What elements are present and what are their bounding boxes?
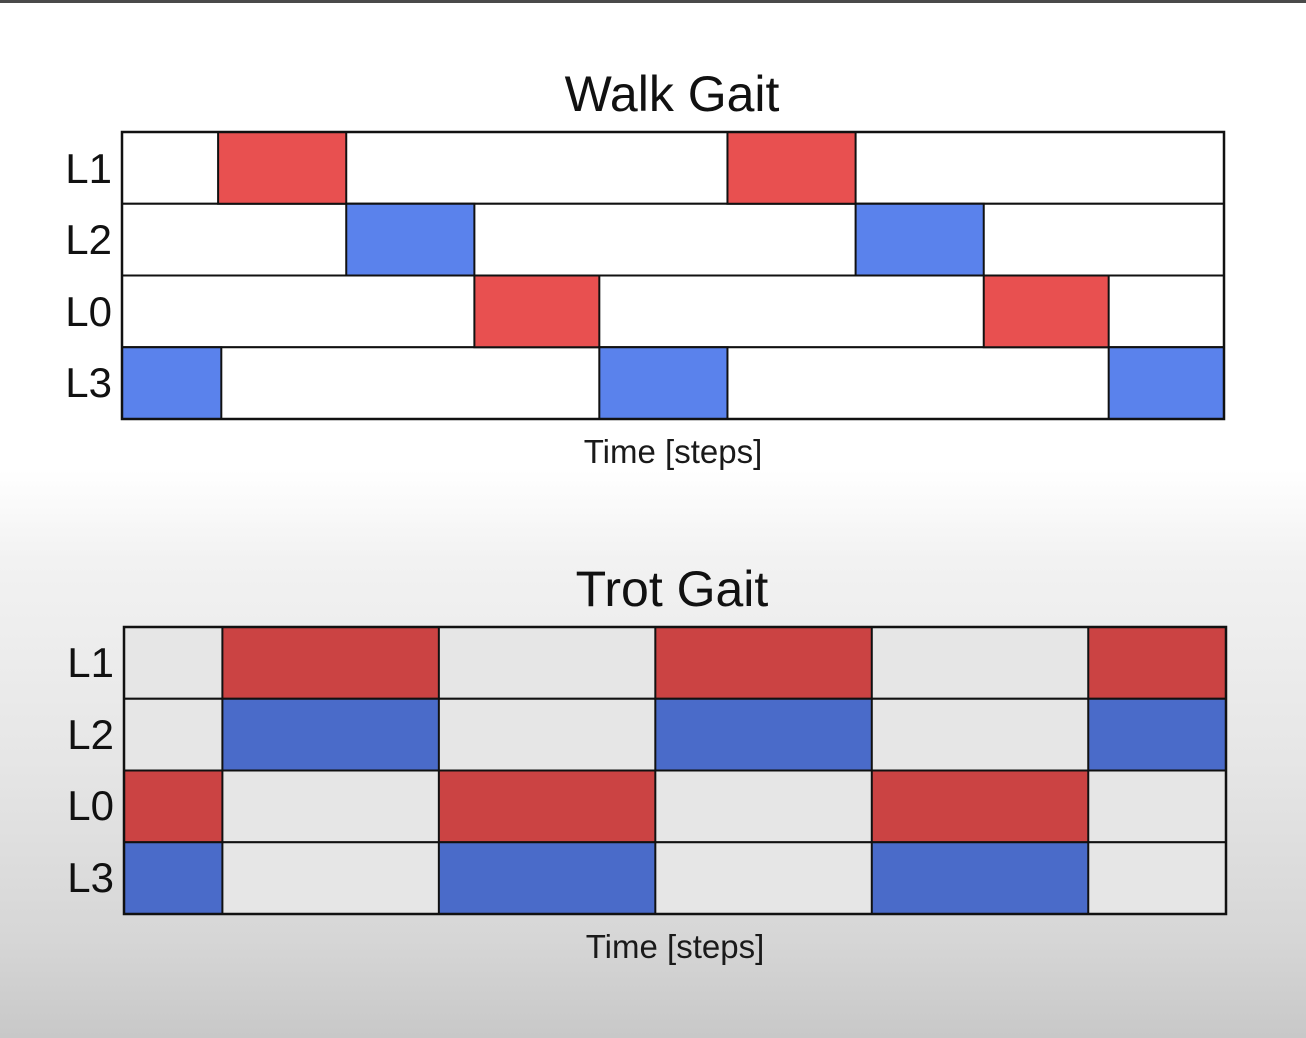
trot-segment-l3-10 (437, 841, 657, 915)
walk-chart-title: Walk Gait (565, 66, 780, 122)
walk-plot-area (120, 130, 1226, 421)
walk-row-label-l3: L3 (65, 359, 112, 406)
walk-segment-l3-7 (598, 346, 729, 420)
walk-segment-l0-5 (982, 274, 1110, 349)
walk-row-l2-background (121, 202, 1225, 277)
trot-gait-chart: Trot Gait L1 L2 L0 L3 Time [steps] (67, 561, 1228, 965)
walk-row-label-l0: L0 (65, 288, 112, 335)
walk-segment-l1-1 (726, 131, 857, 205)
walk-segment-l2-2 (345, 202, 476, 277)
trot-plot-area (122, 625, 1228, 916)
trot-segment-l1-0 (221, 626, 440, 700)
trot-row-label-l2: L2 (67, 711, 114, 758)
trot-row-label-l3: L3 (67, 854, 114, 901)
top-border (0, 0, 1306, 3)
trot-segment-l3-11 (870, 841, 1090, 915)
trot-segment-l1-2 (1087, 626, 1227, 700)
walk-x-axis-label: Time [steps] (584, 433, 763, 470)
walk-row-label-l2: L2 (65, 216, 112, 263)
trot-segment-l3-9 (123, 841, 224, 915)
walk-gait-chart: Walk Gait L1 L2 L0 L3 Time [steps] (65, 66, 1226, 470)
trot-row-label-l0: L0 (67, 782, 114, 829)
walk-segment-l2-3 (854, 202, 985, 277)
walk-segment-l1-0 (217, 131, 348, 205)
trot-segment-l0-6 (123, 769, 224, 844)
walk-segment-l3-8 (1107, 346, 1226, 420)
trot-segment-l1-1 (654, 626, 873, 700)
trot-segment-l2-3 (221, 697, 440, 772)
trot-row-label-l1: L1 (67, 639, 114, 686)
trot-segment-l0-8 (870, 769, 1090, 844)
trot-x-axis-label: Time [steps] (586, 928, 765, 965)
trot-chart-title: Trot Gait (576, 561, 769, 617)
walk-plot-frame (120, 130, 1226, 421)
trot-segment-l2-5 (1087, 697, 1227, 772)
walk-segment-l3-6 (121, 346, 223, 420)
trot-plot-frame (122, 625, 1228, 916)
walk-segment-l0-4 (473, 274, 601, 349)
walk-row-label-l1: L1 (65, 145, 112, 192)
trot-segment-l0-7 (437, 769, 657, 844)
trot-segment-l2-4 (654, 697, 873, 772)
